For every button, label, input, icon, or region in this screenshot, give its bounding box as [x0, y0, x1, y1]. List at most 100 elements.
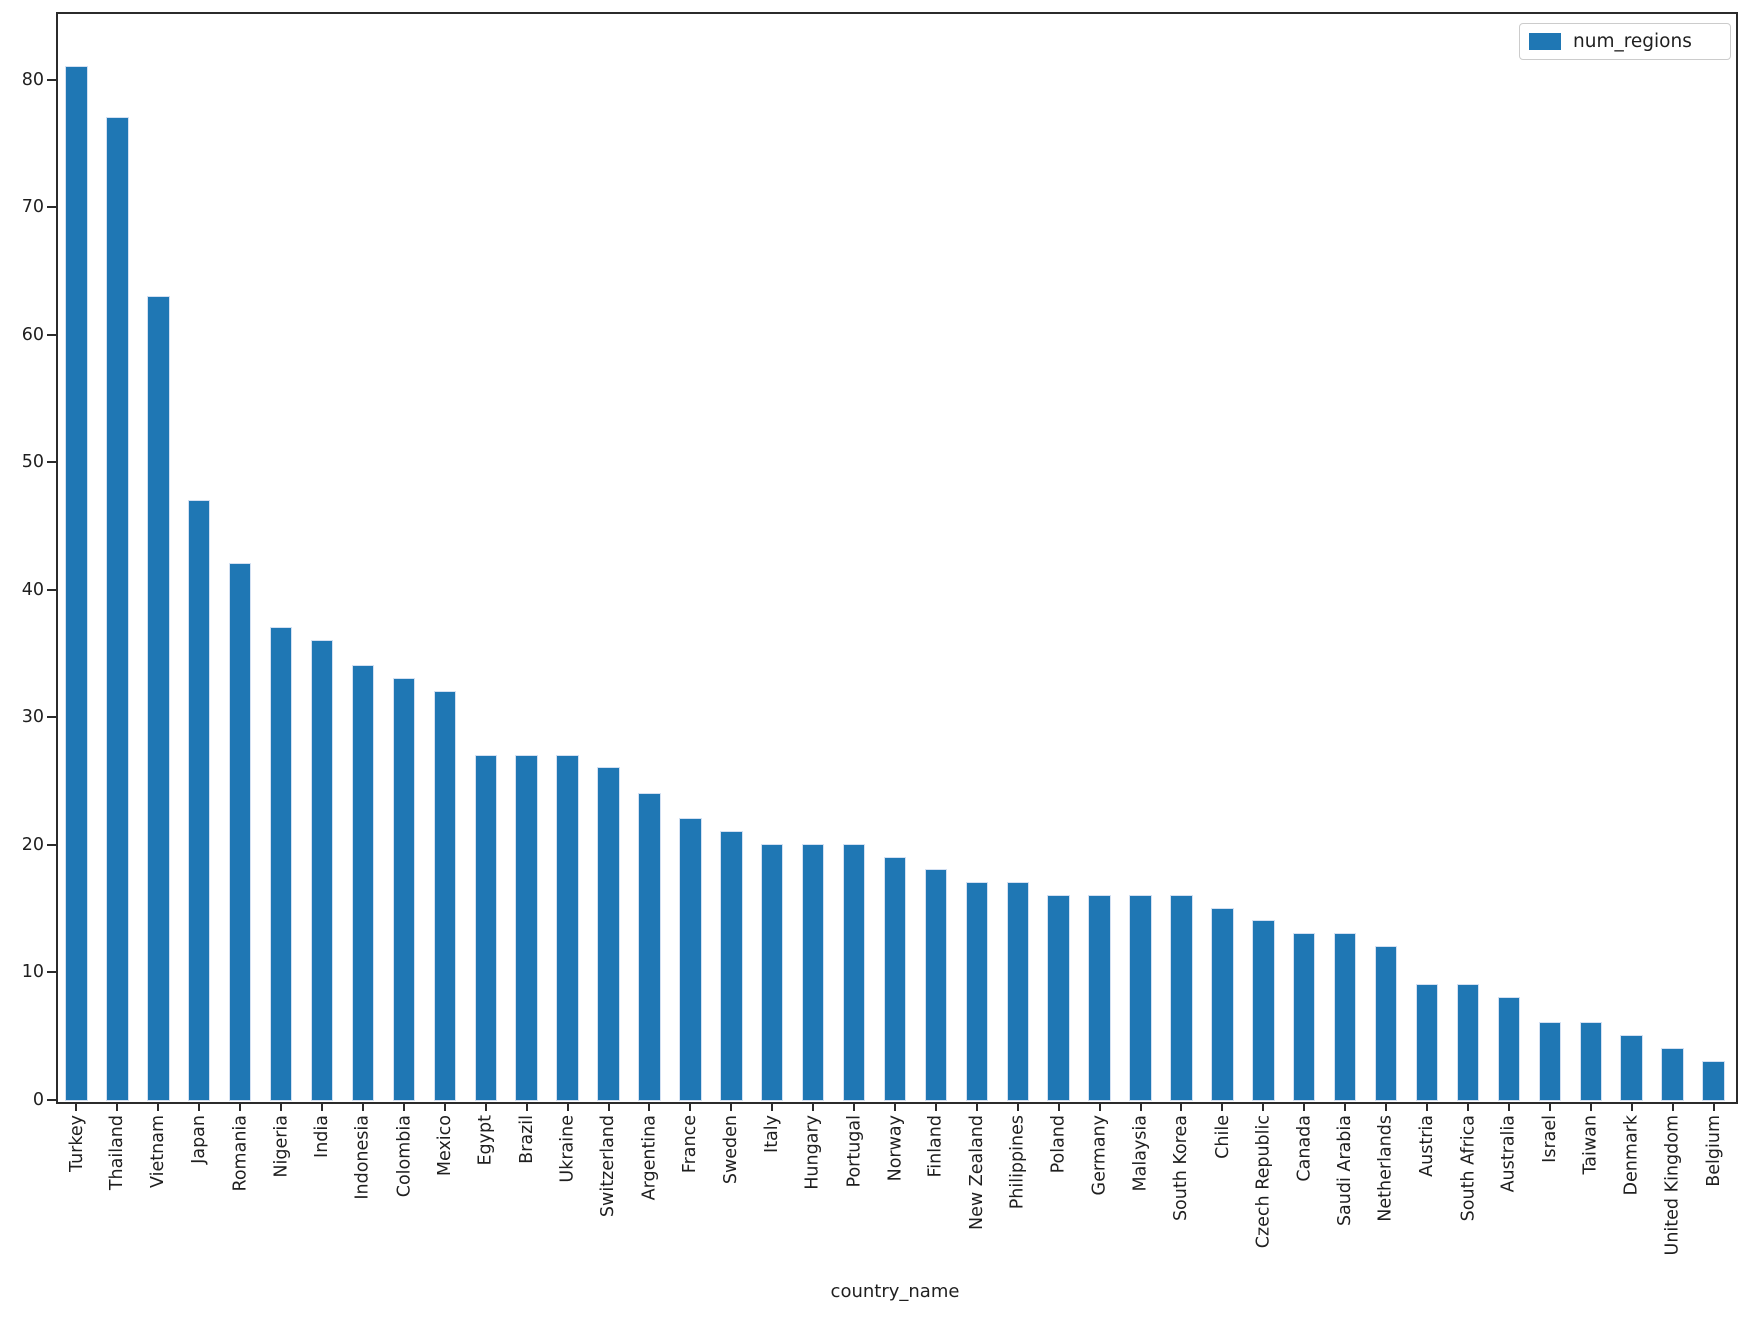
x-tick-mark — [484, 1102, 487, 1111]
bar — [1129, 894, 1152, 1101]
x-tick-mark — [1098, 1102, 1101, 1111]
x-tick-label: Thailand — [107, 1115, 128, 1191]
x-tick-mark — [853, 1102, 856, 1111]
x-tick-label: Argentina — [639, 1115, 660, 1201]
bar — [1538, 1022, 1562, 1101]
x-tick-label: Ukraine — [557, 1115, 578, 1183]
y-tick-mark — [47, 588, 56, 591]
bar — [1006, 882, 1030, 1101]
bar — [433, 690, 457, 1101]
x-tick-mark — [1139, 1102, 1142, 1111]
x-tick-mark — [689, 1102, 692, 1111]
bar — [1211, 907, 1234, 1101]
y-tick-mark — [47, 78, 56, 81]
bar — [924, 869, 948, 1101]
x-tick-label: India — [312, 1115, 333, 1158]
x-tick-mark — [443, 1102, 446, 1111]
bar — [310, 639, 334, 1101]
bar — [474, 754, 497, 1101]
bar — [392, 678, 416, 1101]
y-tick-mark — [47, 843, 56, 846]
x-tick-label: Hungary — [803, 1115, 824, 1190]
x-tick-mark — [894, 1102, 896, 1111]
y-tick-label: 80 — [21, 69, 44, 90]
x-axis-label: country_name — [830, 1281, 960, 1302]
x-tick-mark — [771, 1102, 774, 1111]
bar — [1170, 894, 1193, 1101]
bar — [556, 754, 579, 1101]
x-tick-mark — [648, 1102, 651, 1111]
x-tick-mark — [525, 1102, 528, 1111]
bar — [147, 295, 170, 1101]
x-tick-label: Indonesia — [352, 1115, 373, 1200]
x-tick-label: Colombia — [393, 1115, 414, 1198]
bar — [801, 843, 825, 1101]
bar — [1661, 1047, 1684, 1101]
x-tick-mark — [157, 1102, 160, 1111]
bar — [1620, 1035, 1643, 1101]
x-tick-label: United Kingdom — [1662, 1115, 1683, 1256]
x-tick-label: Italy — [762, 1115, 783, 1153]
bar — [842, 843, 866, 1101]
x-tick-mark — [280, 1102, 283, 1111]
x-tick-mark — [1712, 1102, 1715, 1111]
x-tick-label: Portugal — [844, 1115, 865, 1188]
x-tick-mark — [75, 1102, 78, 1111]
x-tick-mark — [1180, 1102, 1183, 1111]
x-tick-mark — [607, 1102, 610, 1111]
y-tick-mark — [47, 716, 56, 719]
bar — [1374, 945, 1398, 1101]
y-tick-label: 40 — [21, 579, 44, 600]
x-tick-label: Finland — [925, 1115, 946, 1178]
y-tick-label: 60 — [21, 324, 44, 345]
x-tick-label: Sweden — [721, 1115, 742, 1185]
x-tick-label: Malaysia — [1130, 1115, 1151, 1192]
legend-swatch — [1529, 33, 1561, 50]
x-tick-mark — [198, 1102, 201, 1111]
x-tick-mark — [1262, 1102, 1265, 1111]
x-tick-mark — [975, 1102, 978, 1111]
bar — [187, 499, 211, 1101]
x-tick-label: Philippines — [1007, 1115, 1028, 1210]
x-tick-label: Romania — [230, 1115, 251, 1192]
y-tick-label: 70 — [21, 197, 44, 218]
bar — [638, 792, 661, 1101]
x-tick-label: New Zealand — [966, 1115, 987, 1230]
bar — [1579, 1022, 1602, 1101]
bar — [760, 843, 784, 1101]
x-tick-mark — [730, 1102, 733, 1111]
bar — [228, 563, 252, 1101]
x-tick-label: Japan — [189, 1115, 210, 1164]
x-tick-mark — [812, 1102, 815, 1111]
y-tick-mark — [47, 461, 56, 464]
x-tick-mark — [1589, 1102, 1592, 1111]
bar — [1293, 933, 1316, 1101]
bar — [597, 767, 620, 1101]
y-tick-label: 30 — [21, 707, 44, 728]
legend: num_regions — [1519, 23, 1731, 60]
x-tick-label: Switzerland — [598, 1115, 619, 1218]
bar — [1456, 984, 1480, 1101]
y-tick-label: 0 — [32, 1090, 44, 1110]
bar — [883, 856, 907, 1101]
x-tick-label: South Korea — [1171, 1115, 1192, 1222]
x-tick-mark — [321, 1102, 324, 1111]
bar — [106, 117, 129, 1101]
bar — [720, 831, 743, 1101]
x-tick-label: South Africa — [1457, 1115, 1478, 1222]
bar — [1497, 996, 1521, 1101]
x-tick-mark — [116, 1102, 119, 1111]
bar — [351, 665, 375, 1101]
x-tick-label: Nigeria — [271, 1115, 292, 1178]
x-tick-label: Austria — [1417, 1115, 1438, 1177]
y-tick-label: 50 — [21, 452, 44, 473]
bar — [1702, 1060, 1725, 1101]
x-tick-mark — [1426, 1102, 1429, 1111]
x-tick-label: Vietnam — [148, 1115, 169, 1188]
bar — [515, 754, 538, 1101]
bar — [965, 882, 989, 1101]
x-tick-label: France — [680, 1115, 701, 1174]
y-tick-mark — [47, 333, 56, 336]
x-tick-label: Czech Republic — [1253, 1115, 1274, 1249]
